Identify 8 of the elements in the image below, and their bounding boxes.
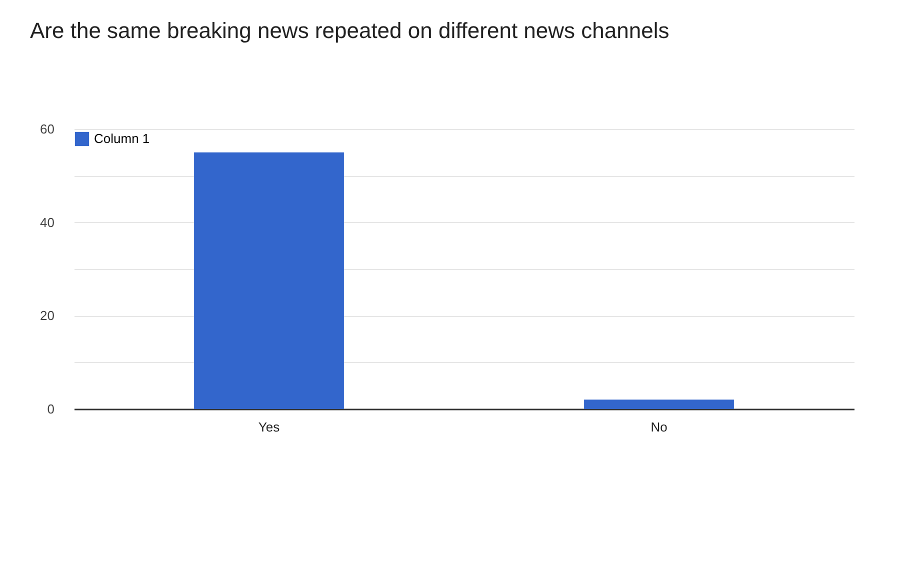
y-tick-label: 0 [47, 402, 54, 416]
chart-title: Are the same breaking news repeated on different news channels [30, 18, 670, 43]
legend-label: Column 1 [94, 131, 150, 146]
y-tick-label: 40 [40, 214, 54, 230]
y-tick-label: 60 [40, 122, 54, 136]
y-tick-label: 20 [40, 308, 54, 324]
x-tick-label: No [650, 420, 668, 434]
x-tick-label: Yes [258, 420, 280, 434]
